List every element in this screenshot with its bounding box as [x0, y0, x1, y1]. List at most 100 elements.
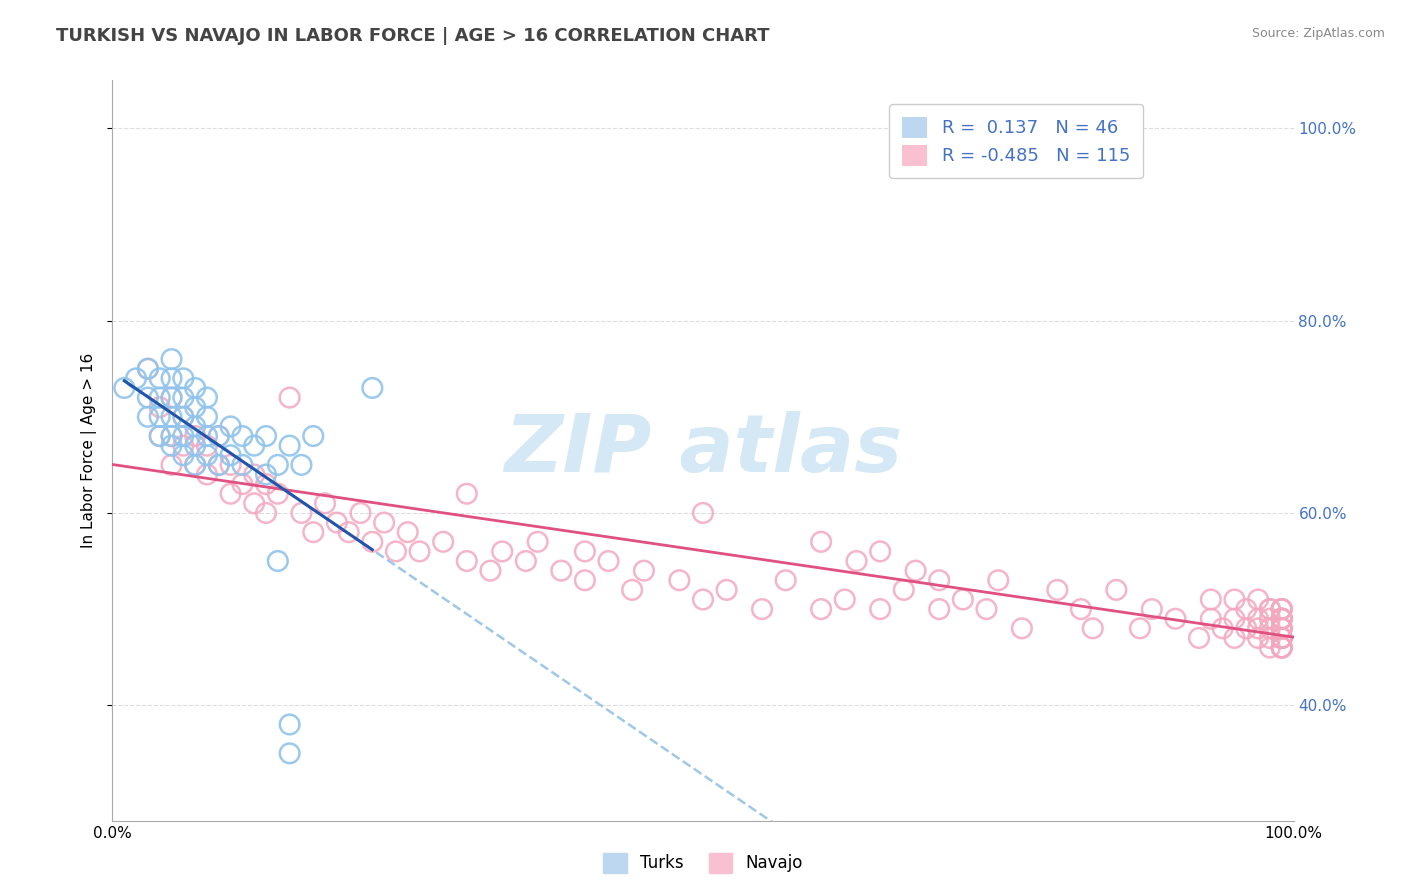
Point — [574, 544, 596, 558]
Point — [751, 602, 773, 616]
Y-axis label: In Labor Force | Age > 16: In Labor Force | Age > 16 — [80, 353, 97, 548]
Point — [1011, 621, 1033, 635]
Point — [184, 458, 207, 472]
Point — [1271, 631, 1294, 645]
Point — [1070, 602, 1092, 616]
Point — [1247, 631, 1270, 645]
Point — [893, 582, 915, 597]
Point — [1223, 612, 1246, 626]
Point — [219, 448, 242, 462]
Point — [361, 381, 384, 395]
Point — [479, 564, 502, 578]
Point — [1234, 602, 1257, 616]
Point — [1223, 631, 1246, 645]
Point — [1271, 621, 1294, 635]
Point — [928, 574, 950, 588]
Point — [195, 429, 218, 443]
Point — [976, 602, 998, 616]
Point — [208, 429, 231, 443]
Point — [160, 429, 183, 443]
Point — [598, 554, 620, 568]
Point — [208, 458, 231, 472]
Point — [219, 458, 242, 472]
Point — [1271, 612, 1294, 626]
Point — [1164, 612, 1187, 626]
Point — [172, 409, 194, 424]
Point — [337, 525, 360, 540]
Point — [231, 458, 253, 472]
Point — [1271, 631, 1294, 645]
Point — [1271, 612, 1294, 626]
Point — [1105, 582, 1128, 597]
Point — [149, 400, 172, 414]
Point — [432, 534, 454, 549]
Point — [775, 574, 797, 588]
Point — [290, 506, 312, 520]
Point — [254, 467, 277, 482]
Point — [1199, 612, 1222, 626]
Point — [1271, 612, 1294, 626]
Point — [184, 439, 207, 453]
Point — [184, 458, 207, 472]
Point — [172, 429, 194, 443]
Point — [136, 409, 159, 424]
Point — [1199, 592, 1222, 607]
Point — [1271, 640, 1294, 655]
Point — [254, 506, 277, 520]
Point — [1271, 631, 1294, 645]
Point — [692, 592, 714, 607]
Point — [172, 371, 194, 385]
Point — [149, 429, 172, 443]
Point — [692, 506, 714, 520]
Point — [314, 496, 336, 510]
Point — [184, 381, 207, 395]
Point — [267, 554, 290, 568]
Point — [1258, 621, 1281, 635]
Point — [1258, 640, 1281, 655]
Point — [361, 534, 384, 549]
Point — [160, 352, 183, 367]
Legend: Turks, Navajo: Turks, Navajo — [596, 847, 810, 880]
Point — [1081, 621, 1104, 635]
Point — [195, 467, 218, 482]
Point — [574, 574, 596, 588]
Point — [1271, 602, 1294, 616]
Point — [869, 544, 891, 558]
Point — [1271, 621, 1294, 635]
Point — [278, 717, 301, 731]
Point — [1234, 621, 1257, 635]
Point — [112, 381, 135, 395]
Point — [408, 544, 430, 558]
Point — [952, 592, 974, 607]
Point — [845, 554, 868, 568]
Point — [810, 534, 832, 549]
Point — [195, 409, 218, 424]
Point — [184, 429, 207, 443]
Point — [125, 371, 148, 385]
Point — [716, 582, 738, 597]
Point — [195, 391, 218, 405]
Point — [208, 429, 231, 443]
Point — [1271, 631, 1294, 645]
Point — [1271, 602, 1294, 616]
Point — [243, 439, 266, 453]
Point — [621, 582, 644, 597]
Point — [302, 525, 325, 540]
Point — [172, 409, 194, 424]
Point — [1258, 612, 1281, 626]
Point — [1271, 612, 1294, 626]
Point — [278, 439, 301, 453]
Point — [231, 429, 253, 443]
Point — [184, 419, 207, 434]
Point — [195, 448, 218, 462]
Text: TURKISH VS NAVAJO IN LABOR FORCE | AGE > 16 CORRELATION CHART: TURKISH VS NAVAJO IN LABOR FORCE | AGE >… — [56, 27, 769, 45]
Point — [1271, 612, 1294, 626]
Point — [267, 487, 290, 501]
Point — [160, 371, 183, 385]
Point — [1271, 621, 1294, 635]
Point — [1258, 602, 1281, 616]
Point — [1271, 640, 1294, 655]
Point — [987, 574, 1010, 588]
Point — [869, 602, 891, 616]
Point — [1271, 602, 1294, 616]
